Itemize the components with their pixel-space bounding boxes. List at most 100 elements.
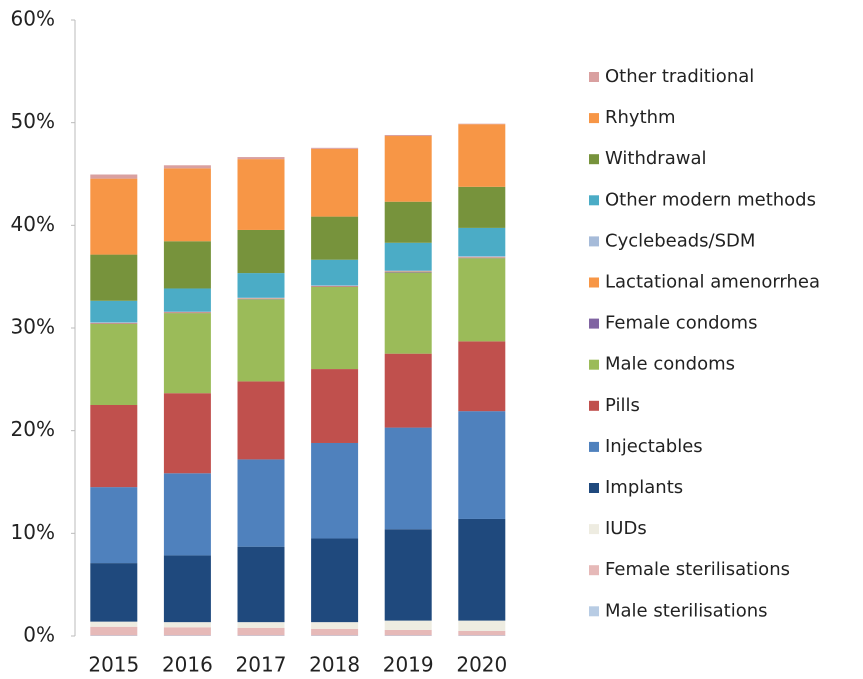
bar-segment <box>458 620 506 631</box>
bar-segment <box>384 136 432 202</box>
legend-label: Other modern methods <box>605 189 816 210</box>
x-tick-label: 2017 <box>236 653 287 677</box>
bar-segment <box>311 285 359 286</box>
bar-segment <box>163 555 211 623</box>
legend-label: Male sterilisations <box>605 600 768 621</box>
bar-segment <box>311 628 359 636</box>
bar-segment <box>384 270 432 272</box>
bar-segment <box>384 353 432 428</box>
bar-segment <box>311 635 359 636</box>
bar-segment <box>237 622 285 628</box>
bar-segment <box>237 159 285 230</box>
y-tick-label: 50% <box>11 109 55 133</box>
bar-segment <box>458 635 506 636</box>
bar-segment <box>384 272 432 273</box>
bar-segment <box>384 427 432 530</box>
legend-swatch <box>589 195 599 206</box>
bar-segment <box>311 286 359 287</box>
bar-segment <box>384 635 432 636</box>
bar-segment <box>163 473 211 556</box>
bar-segment <box>163 165 211 169</box>
bar-segment <box>311 147 359 149</box>
bar-segment <box>90 323 138 324</box>
bar-segment <box>458 630 506 636</box>
x-tick-label: 2019 <box>383 653 434 677</box>
bar-segment <box>458 341 506 412</box>
y-tick-label: 0% <box>23 623 55 647</box>
bar-segment <box>237 229 285 274</box>
bar-segment <box>384 620 432 630</box>
bar-segment <box>90 563 138 622</box>
bar-segment <box>237 635 285 636</box>
legend-label: Cyclebeads/SDM <box>605 230 755 251</box>
bar-segment <box>90 322 138 324</box>
bar-segment <box>237 157 285 160</box>
legend-label: Pills <box>605 395 640 416</box>
bar-segment <box>458 123 506 125</box>
bar-segment <box>237 381 285 460</box>
bar-segment <box>237 627 285 636</box>
bar-segment <box>458 257 506 259</box>
bar-segment <box>311 369 359 443</box>
bar-segment <box>90 621 138 627</box>
bar-segment <box>90 174 138 179</box>
bar-segment <box>458 411 506 519</box>
bar-segment <box>311 216 359 260</box>
bar-segment <box>311 286 359 370</box>
legend-swatch <box>589 154 599 165</box>
bar-segment <box>163 627 211 636</box>
bar-segment <box>163 312 211 314</box>
legend-swatch <box>589 359 599 370</box>
legend-swatch <box>589 277 599 288</box>
bar-segment <box>163 313 211 394</box>
bar-segment <box>163 393 211 474</box>
bar-segment <box>90 300 138 323</box>
bar-segment <box>384 272 432 354</box>
bar-segment <box>311 285 359 287</box>
bar-segment <box>163 312 211 313</box>
bar-segment <box>90 323 138 405</box>
x-tick-label: 2015 <box>88 653 139 677</box>
x-tick-label: 2018 <box>309 653 360 677</box>
legend-label: Withdrawal <box>605 148 706 169</box>
legend-swatch <box>589 483 599 493</box>
bar-segment <box>163 311 211 313</box>
y-tick-label: 20% <box>11 417 55 441</box>
bar-segment <box>384 271 432 273</box>
bar-segment <box>458 258 506 342</box>
bar-segment <box>384 242 432 271</box>
legend-label: IUDs <box>605 518 647 539</box>
legend-label: Male condoms <box>605 354 735 375</box>
legend-swatch <box>589 565 599 576</box>
legend-label: Other traditional <box>605 66 754 87</box>
bar-segment <box>90 405 138 488</box>
legend-swatch <box>589 400 599 411</box>
legend-label: Female sterilisations <box>605 559 790 580</box>
bar-segment <box>311 442 359 539</box>
bar-segment <box>237 298 285 300</box>
legend-label: Lactational amenorrhea <box>605 272 820 293</box>
bar-segment <box>384 629 432 636</box>
bar-segment <box>90 626 138 636</box>
bar-segment <box>163 168 211 242</box>
bar-segment <box>90 322 138 323</box>
legend-swatch <box>589 113 599 124</box>
bar-segment <box>458 186 506 228</box>
bar-segment <box>458 227 506 257</box>
bar-segment <box>237 546 285 623</box>
y-tick-label: 40% <box>11 212 55 236</box>
bar-segment <box>311 622 359 629</box>
bar-segment <box>90 487 138 564</box>
legend-swatch <box>589 606 599 617</box>
legend-label: Female condoms <box>605 313 757 334</box>
bar-segment <box>311 148 359 217</box>
bar-segment <box>237 298 285 299</box>
bar-segment <box>458 257 506 258</box>
bar-segment <box>384 134 432 137</box>
bar-segment <box>458 518 506 621</box>
bar-segment <box>384 201 432 243</box>
legend-swatch <box>589 524 599 535</box>
bar-segment <box>384 529 432 621</box>
bar-segment <box>237 297 285 299</box>
